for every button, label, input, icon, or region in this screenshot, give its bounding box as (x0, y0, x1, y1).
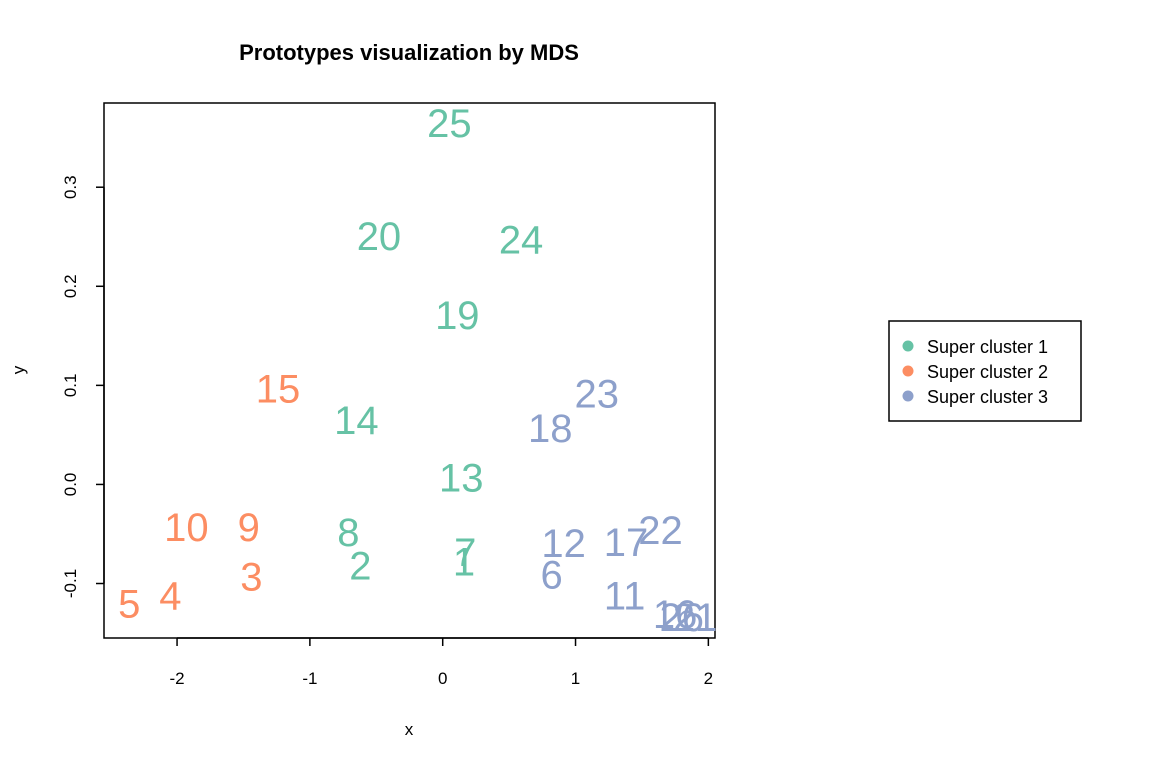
y-tick-label: 0.2 (61, 274, 80, 298)
point-label-11: 11 (604, 574, 646, 618)
legend-marker-cluster-2 (902, 365, 914, 377)
point-label-17: 17 (604, 521, 649, 565)
point-label-6: 6 (540, 554, 562, 598)
point-label-20: 20 (357, 215, 402, 259)
point-label-15: 15 (256, 367, 301, 411)
y-tick-label: 0.3 (61, 175, 80, 199)
y-axis: -0.1 0.0 0.1 0.2 0.3 (61, 175, 105, 598)
x-axis: -2 -1 0 1 2 (169, 637, 713, 688)
point-label-13: 13 (439, 457, 484, 501)
x-tick-label: -2 (169, 669, 184, 688)
point-label-26: 26 (660, 596, 705, 640)
x-tick-label: 1 (571, 669, 580, 688)
legend-entry-cluster-3: Super cluster 3 (927, 387, 1048, 407)
legend-entry-cluster-1: Super cluster 1 (927, 337, 1048, 357)
y-tick-label: 0.1 (61, 374, 80, 398)
point-label-24: 24 (499, 219, 544, 263)
point-label-3: 3 (240, 556, 262, 600)
legend-entry-cluster-2: Super cluster 2 (927, 362, 1048, 382)
point-label-4: 4 (159, 574, 181, 618)
point-label-16: 16 (653, 593, 698, 637)
point-label-18: 18 (528, 407, 573, 451)
y-tick-label: -0.1 (61, 569, 80, 598)
legend-box (888, 320, 1082, 422)
point-label-10: 10 (164, 506, 209, 550)
y-axis-label: y (9, 365, 28, 374)
point-label-21: 21 (673, 596, 718, 640)
x-tick-label: 0 (438, 669, 447, 688)
chart-title: Prototypes visualization by MDS (239, 40, 579, 65)
legend-marker-cluster-1 (902, 340, 914, 352)
point-label-19: 19 (435, 294, 480, 338)
point-label-9: 9 (238, 506, 260, 550)
point-label-8: 8 (337, 511, 359, 555)
point-label-1: 1 (453, 541, 475, 585)
y-tick-label: 0.0 (61, 473, 80, 497)
x-tick-label: -1 (302, 669, 317, 688)
legend-marker-cluster-3 (902, 390, 914, 402)
x-axis-label: x (405, 720, 414, 739)
point-label-2: 2 (349, 545, 371, 589)
x-tick-label: 2 (704, 669, 713, 688)
point-label-7: 7 (454, 531, 476, 575)
legend: Super cluster 1 Super cluster 2 Super cl… (888, 320, 1082, 422)
point-label-5: 5 (118, 582, 140, 626)
point-label-12: 12 (541, 522, 586, 566)
point-label-23: 23 (575, 372, 620, 416)
point-label-22: 22 (638, 509, 683, 553)
point-label-25: 25 (427, 102, 472, 146)
point-label-14: 14 (334, 399, 379, 443)
